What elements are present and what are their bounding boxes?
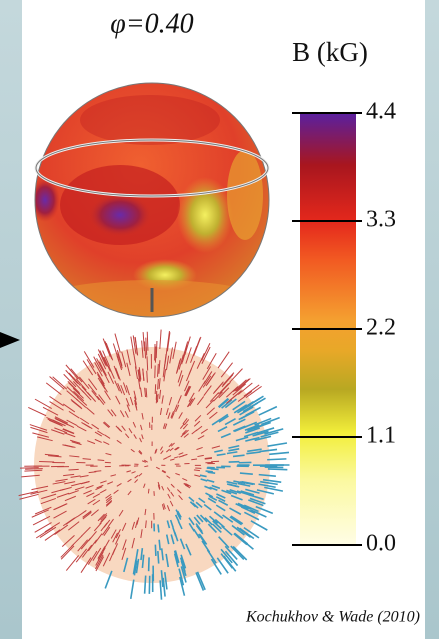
field-vector — [156, 341, 157, 358]
field-vector — [98, 460, 105, 461]
field-vector — [202, 343, 210, 360]
colorbar-tick-label: 2.2 — [366, 315, 396, 341]
field-vector — [160, 580, 161, 599]
field-vector-sphere — [19, 330, 290, 600]
colorbar-tick-label: 1.1 — [366, 423, 396, 449]
field-vector — [194, 470, 200, 471]
credit: Kochukhov & Wade (2010) — [245, 609, 420, 626]
field-vector — [61, 546, 74, 559]
field-vector — [194, 337, 201, 356]
colorbar-tick-label: 3.3 — [366, 207, 396, 233]
field-vector — [66, 555, 78, 570]
field-vector — [28, 407, 46, 415]
field-vector — [246, 386, 262, 397]
figure-title: φ=0.40 — [110, 8, 193, 39]
field-vector — [145, 576, 146, 594]
field-vector — [236, 379, 250, 391]
colorbar-label: B (kG) — [292, 37, 368, 67]
field-vector — [231, 546, 244, 559]
field-vector — [268, 469, 287, 470]
field-vector — [159, 540, 160, 550]
field-vector — [147, 332, 148, 351]
field-vector — [151, 457, 152, 461]
field-vector — [269, 452, 289, 454]
field-vector — [131, 580, 134, 599]
field-vector — [158, 551, 159, 564]
field-vector — [267, 443, 286, 446]
field-vector — [218, 352, 229, 368]
field-vector — [155, 347, 156, 363]
field-vector — [69, 469, 79, 470]
colorbar-tick-label: 4.4 — [366, 99, 396, 125]
field-vector — [35, 523, 52, 533]
field-vector — [158, 524, 159, 532]
field-vector — [147, 371, 148, 383]
field-vector — [146, 388, 147, 397]
field-vector — [33, 516, 50, 525]
field-vector — [160, 330, 161, 349]
field-vector — [40, 527, 56, 537]
figure: φ=0.40 B (kG) Kochukhov & Wade (2010) 0.… — [0, 0, 439, 639]
field-vector — [267, 459, 286, 460]
field-vector — [147, 356, 148, 370]
field-vector — [148, 489, 149, 494]
field-vector — [259, 407, 277, 415]
field-vector — [244, 385, 259, 396]
field-vector — [206, 471, 213, 472]
field-vector — [156, 391, 157, 400]
field-vector — [53, 377, 67, 390]
field-vector — [251, 521, 267, 530]
field-vector — [25, 469, 43, 470]
page: {"figure": { "title": "φ=0.40", "colorba… — [0, 0, 439, 639]
arrow — [0, 332, 20, 348]
colorbar-tick-label: 0.0 — [366, 531, 396, 557]
